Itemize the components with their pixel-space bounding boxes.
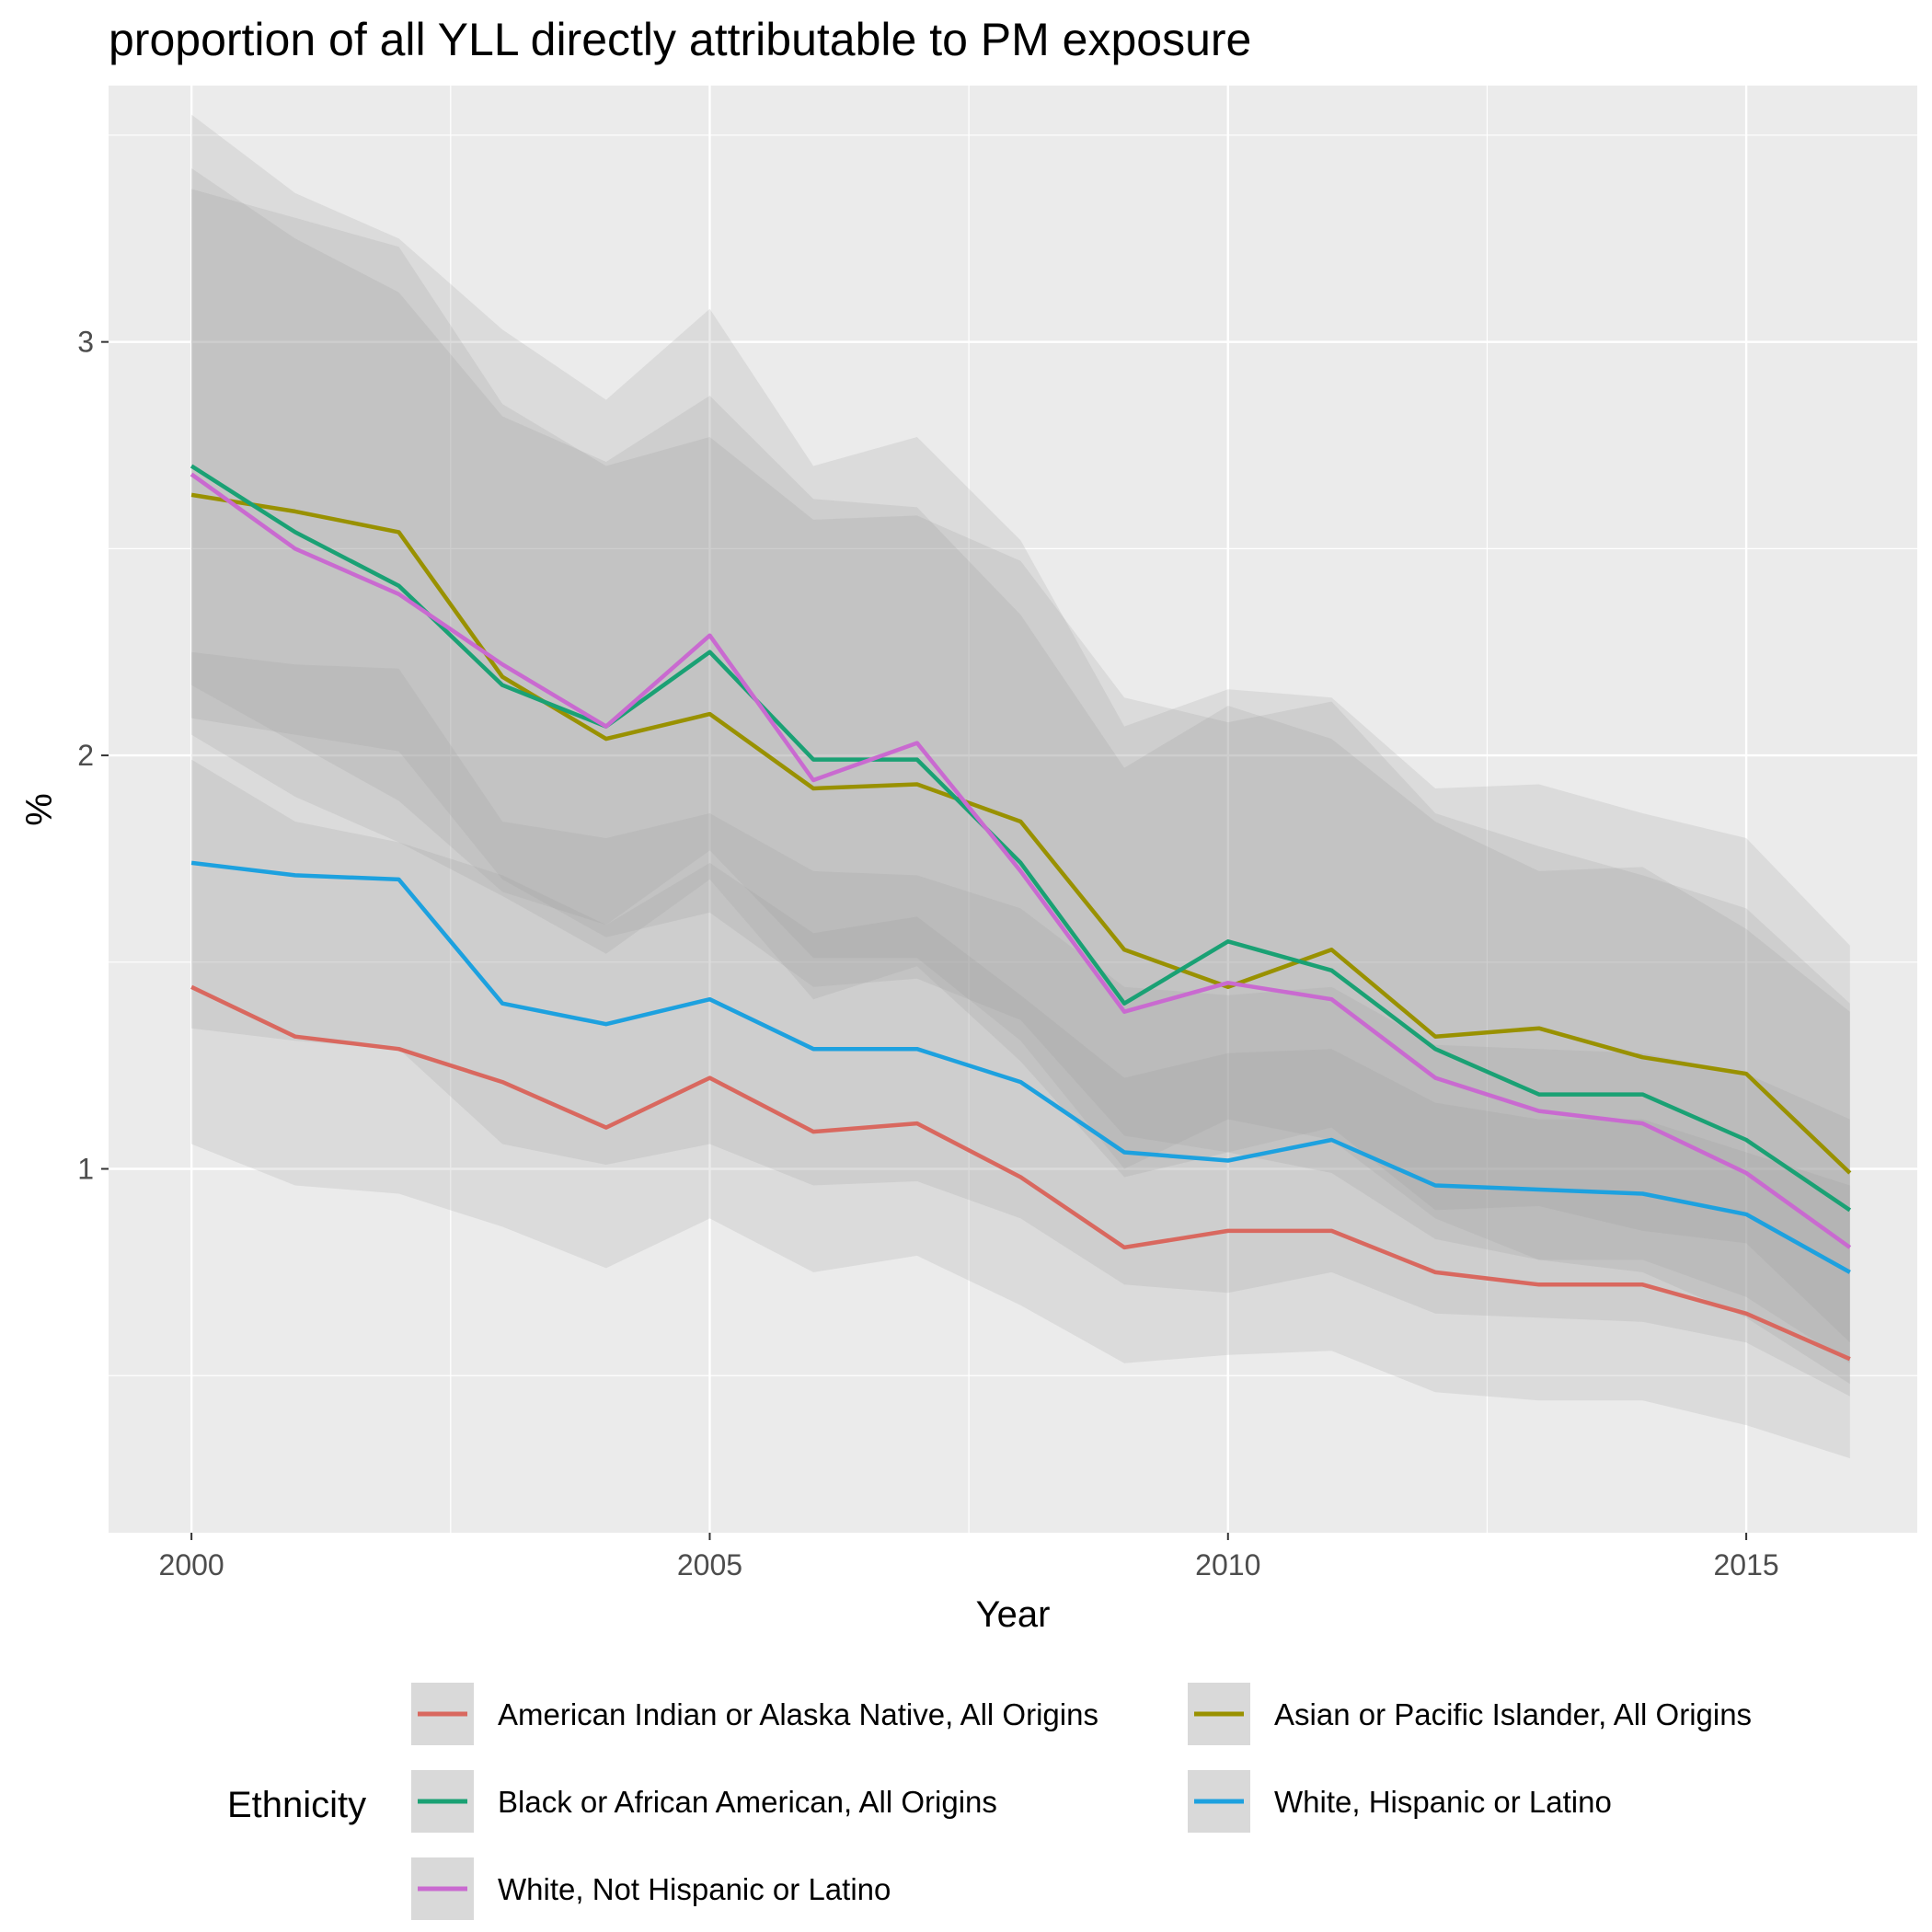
- grid-major: [109, 86, 1917, 1533]
- legend-title: Ethnicity: [227, 1785, 366, 1825]
- y-axis-title: %: [19, 793, 60, 826]
- x-axis: 2000 2005 2010 2015: [159, 1533, 1779, 1581]
- x-axis-title: Year: [976, 1594, 1051, 1635]
- ribbon-series-1: [191, 189, 1850, 1343]
- legend-label: American Indian or Alaska Native, All Or…: [498, 1697, 1098, 1731]
- ribbon-series-4: [191, 114, 1850, 1385]
- y-tick-label: 2: [77, 739, 94, 772]
- legend-item-2: Black or African American, All Origins: [411, 1770, 997, 1833]
- ribbon-series-0: [191, 759, 1850, 1459]
- confidence-ribbons: [191, 114, 1850, 1459]
- ribbon-series-2: [191, 167, 1850, 1363]
- legend-label: White, Not Hispanic or Latino: [498, 1872, 891, 1906]
- legend-items: American Indian or Alaska Native, All Or…: [411, 1683, 1752, 1920]
- plot-panel: [109, 86, 1917, 1533]
- ribbon-series-3: [191, 651, 1850, 1397]
- legend-item-0: American Indian or Alaska Native, All Or…: [411, 1683, 1098, 1745]
- x-tick-label: 2005: [677, 1548, 742, 1581]
- y-tick-label: 1: [77, 1153, 94, 1186]
- line-series-2: [190, 464, 1852, 1213]
- y-axis: 1 2 3: [77, 326, 109, 1186]
- legend-label: Asian or Pacific Islander, All Origins: [1274, 1697, 1752, 1731]
- legend-item-4: White, Not Hispanic or Latino: [411, 1857, 891, 1920]
- line-series-3: [190, 860, 1851, 1274]
- chart-title: proportion of all YLL directly attributa…: [109, 14, 1251, 65]
- y-tick-label: 3: [77, 326, 94, 359]
- x-tick-label: 2015: [1714, 1548, 1779, 1581]
- series-lines: [190, 464, 1852, 1362]
- x-tick-label: 2000: [159, 1548, 224, 1581]
- legend: Ethnicity American Indian or Alaska Nati…: [227, 1683, 1752, 1920]
- legend-item-1: Asian or Pacific Islander, All Origins: [1188, 1683, 1752, 1745]
- legend-item-3: White, Hispanic or Latino: [1188, 1770, 1612, 1833]
- line-series-4: [190, 472, 1852, 1249]
- legend-label: Black or African American, All Origins: [498, 1785, 997, 1819]
- line-series-1: [190, 492, 1852, 1175]
- legend-label: White, Hispanic or Latino: [1274, 1785, 1612, 1819]
- line-series-0: [190, 984, 1851, 1362]
- x-tick-label: 2010: [1195, 1548, 1260, 1581]
